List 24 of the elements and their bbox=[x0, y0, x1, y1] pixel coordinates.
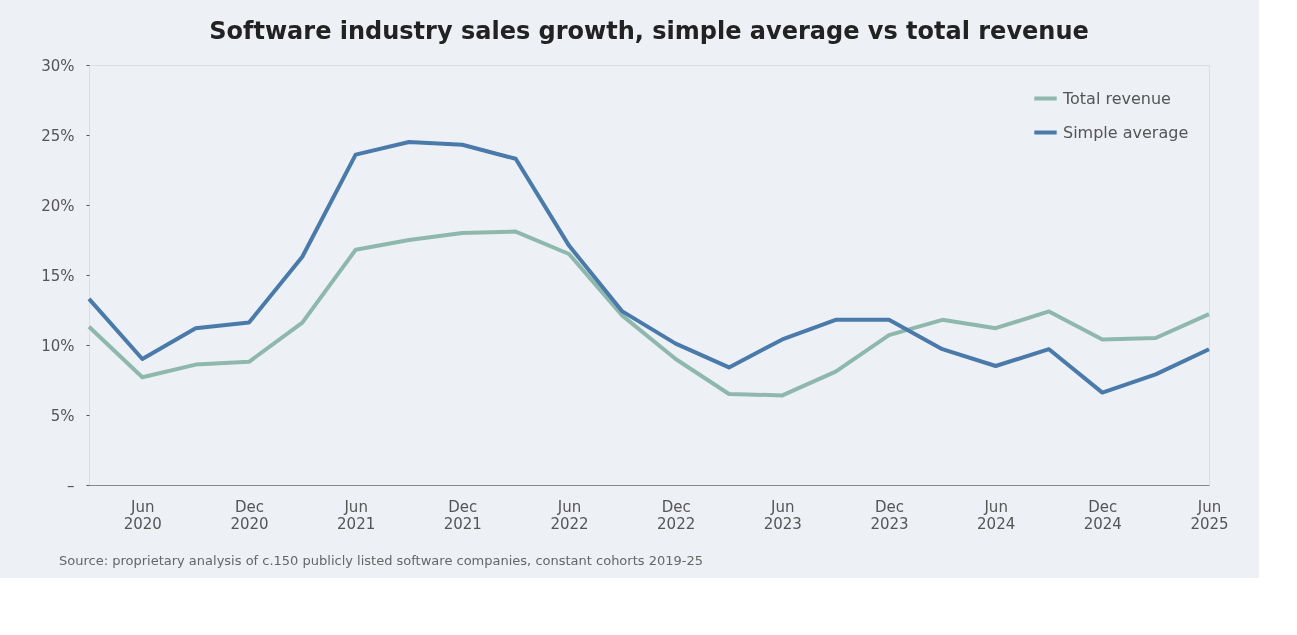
x-tick-label: Jun 2022 bbox=[550, 497, 589, 533]
x-tick-label: Dec 2023 bbox=[870, 497, 909, 533]
x-tick-label: Dec 2020 bbox=[230, 497, 269, 533]
chart-title: Software industry sales growth, simple average vs total revenue bbox=[209, 17, 1089, 45]
x-tick-label: Jun 2020 bbox=[123, 497, 162, 533]
legend-label: Simple average bbox=[1063, 122, 1189, 142]
y-tick-label: 5% bbox=[50, 406, 75, 425]
y-tick-label: 10% bbox=[41, 336, 75, 355]
line-series bbox=[87, 229, 1211, 398]
x-tick-label: Dec 2021 bbox=[443, 497, 482, 533]
source-note: Source: proprietary analysis of c.150 publicly listed software companies, constant cohorts 2019-25 bbox=[59, 553, 703, 568]
x-tick-label: Jun 2024 bbox=[977, 497, 1016, 533]
x-tick-label: Dec 2022 bbox=[657, 497, 696, 533]
y-tick-label: 20% bbox=[41, 196, 75, 215]
x-tick-label: Jun 2021 bbox=[337, 497, 376, 533]
x-tick-label: Jun 2025 bbox=[1190, 497, 1229, 533]
x-tick-label: Jun 2023 bbox=[763, 497, 802, 533]
x-tick-label: Dec 2024 bbox=[1083, 497, 1122, 533]
y-tick-label: 15% bbox=[41, 266, 75, 285]
y-tick-label: 25% bbox=[41, 126, 75, 145]
y-tick-label: 30% bbox=[41, 56, 75, 75]
line-series bbox=[87, 140, 1211, 395]
legend-label: Total revenue bbox=[1062, 88, 1171, 108]
y-tick-label: – bbox=[67, 476, 75, 495]
